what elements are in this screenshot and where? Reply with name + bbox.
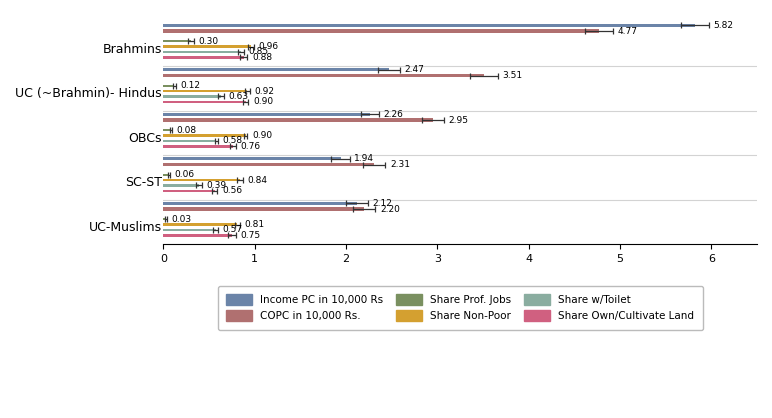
Text: 4.77: 4.77 (618, 26, 638, 36)
Bar (164, 101, 245, 103)
Bar (164, 234, 232, 237)
Bar (164, 145, 233, 148)
Bar (164, 190, 215, 192)
Text: 0.63: 0.63 (229, 92, 249, 101)
Text: 0.84: 0.84 (248, 176, 267, 185)
Bar (164, 118, 433, 122)
Text: 3.51: 3.51 (503, 71, 523, 80)
Text: 0.85: 0.85 (249, 47, 269, 56)
Bar (164, 74, 484, 77)
Text: 0.03: 0.03 (171, 215, 191, 224)
Text: 0.90: 0.90 (252, 131, 273, 140)
Text: OBCs: OBCs (128, 132, 161, 145)
Bar (164, 95, 221, 98)
Text: 0.39: 0.39 (206, 181, 226, 190)
Text: SC-ST: SC-ST (124, 176, 161, 189)
Bar (164, 46, 251, 48)
Bar (164, 163, 374, 166)
Text: 0.58: 0.58 (223, 136, 243, 145)
Bar (164, 218, 166, 220)
Bar (164, 90, 248, 92)
Bar (164, 140, 216, 142)
Text: 2.31: 2.31 (390, 160, 410, 169)
Bar (164, 40, 191, 43)
Text: Brahmins: Brahmins (102, 43, 161, 56)
Text: 0.30: 0.30 (198, 37, 218, 46)
Text: 0.56: 0.56 (222, 186, 242, 195)
Text: 2.47: 2.47 (405, 65, 425, 74)
Text: UC-Muslims: UC-Muslims (89, 221, 161, 234)
Text: 2.20: 2.20 (380, 204, 400, 214)
Text: 0.57: 0.57 (223, 225, 243, 234)
Bar (164, 134, 245, 137)
Text: 2.12: 2.12 (373, 199, 392, 208)
Bar (164, 129, 171, 132)
Bar (164, 157, 340, 161)
Bar (164, 112, 370, 116)
Text: 2.95: 2.95 (449, 115, 469, 125)
Bar (164, 29, 599, 33)
Bar (164, 184, 199, 187)
Text: 2.26: 2.26 (384, 110, 404, 119)
Bar (164, 229, 215, 231)
Text: 0.96: 0.96 (259, 42, 279, 51)
Text: 5.82: 5.82 (713, 21, 733, 30)
Text: 1.94: 1.94 (354, 154, 374, 163)
Legend: Income PC in 10,000 Rs, COPC in 10,000 Rs., Share Prof. Jobs, Share Non-Poor, Sh: Income PC in 10,000 Rs, COPC in 10,000 R… (218, 286, 703, 330)
Bar (164, 56, 244, 59)
Text: 0.75: 0.75 (240, 231, 260, 240)
Bar (164, 201, 357, 205)
Text: UC (~Brahmin)- Hindus: UC (~Brahmin)- Hindus (15, 87, 161, 100)
Text: 0.92: 0.92 (255, 87, 275, 96)
Text: 0.12: 0.12 (181, 81, 201, 90)
Bar (164, 23, 695, 27)
Bar (164, 84, 174, 87)
Text: 0.76: 0.76 (240, 142, 260, 151)
Bar (164, 207, 364, 211)
Text: 0.06: 0.06 (174, 170, 195, 179)
Bar (164, 51, 241, 53)
Text: 0.88: 0.88 (252, 53, 273, 62)
Text: 0.81: 0.81 (245, 220, 265, 229)
Text: 0.08: 0.08 (176, 126, 196, 135)
Bar (164, 223, 238, 226)
Bar (164, 68, 389, 71)
Bar (164, 179, 240, 181)
Bar (164, 173, 169, 176)
Text: 0.90: 0.90 (253, 97, 273, 106)
